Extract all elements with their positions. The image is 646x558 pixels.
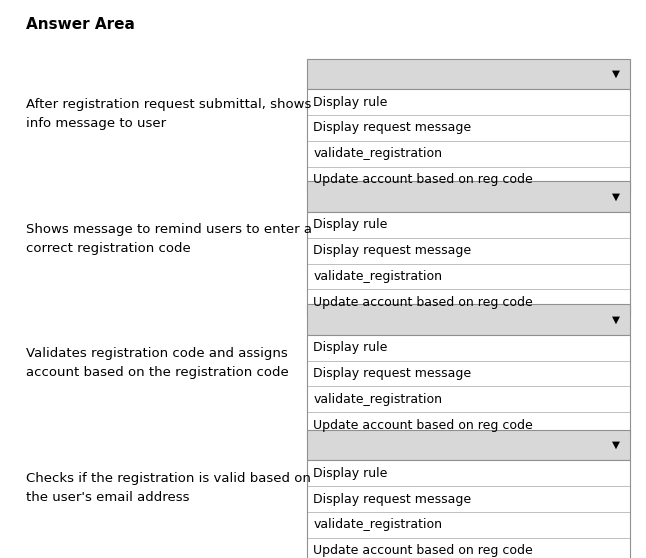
Bar [307,212,630,315]
Bar [307,335,630,438]
Text: Answer Area: Answer Area [26,17,135,32]
Text: ▼: ▼ [612,315,620,324]
Bar [307,430,630,460]
Bar [307,181,630,212]
Text: Shows message to remind users to enter a
correct registration code: Shows message to remind users to enter a… [26,223,312,255]
Text: Update account based on reg code: Update account based on reg code [313,173,533,186]
Text: Display rule: Display rule [313,218,388,232]
Bar [307,59,630,89]
Text: Update account based on reg code: Update account based on reg code [313,418,533,432]
Text: Checks if the registration is valid based on
the user's email address: Checks if the registration is valid base… [26,472,311,503]
Bar [307,89,630,193]
Text: validate_registration: validate_registration [313,518,443,531]
Text: Update account based on reg code: Update account based on reg code [313,296,533,309]
Text: ▼: ▼ [612,440,620,450]
Text: validate_registration: validate_registration [313,393,443,406]
Text: Display rule: Display rule [313,95,388,109]
Bar [307,460,630,558]
Text: Display rule: Display rule [313,341,388,354]
Text: validate_registration: validate_registration [313,270,443,283]
Text: Update account based on reg code: Update account based on reg code [313,544,533,557]
Text: Display request message: Display request message [313,493,472,506]
Text: Validates registration code and assigns
account based on the registration code: Validates registration code and assigns … [26,347,289,379]
Text: Display request message: Display request message [313,244,472,257]
Text: Display request message: Display request message [313,122,472,134]
Text: After registration request submittal, shows
info message to user: After registration request submittal, sh… [26,98,311,129]
Bar [307,304,630,335]
Text: ▼: ▼ [612,69,620,79]
Text: validate_registration: validate_registration [313,147,443,160]
Text: Display request message: Display request message [313,367,472,380]
Text: ▼: ▼ [612,192,620,201]
Text: Display rule: Display rule [313,466,388,480]
